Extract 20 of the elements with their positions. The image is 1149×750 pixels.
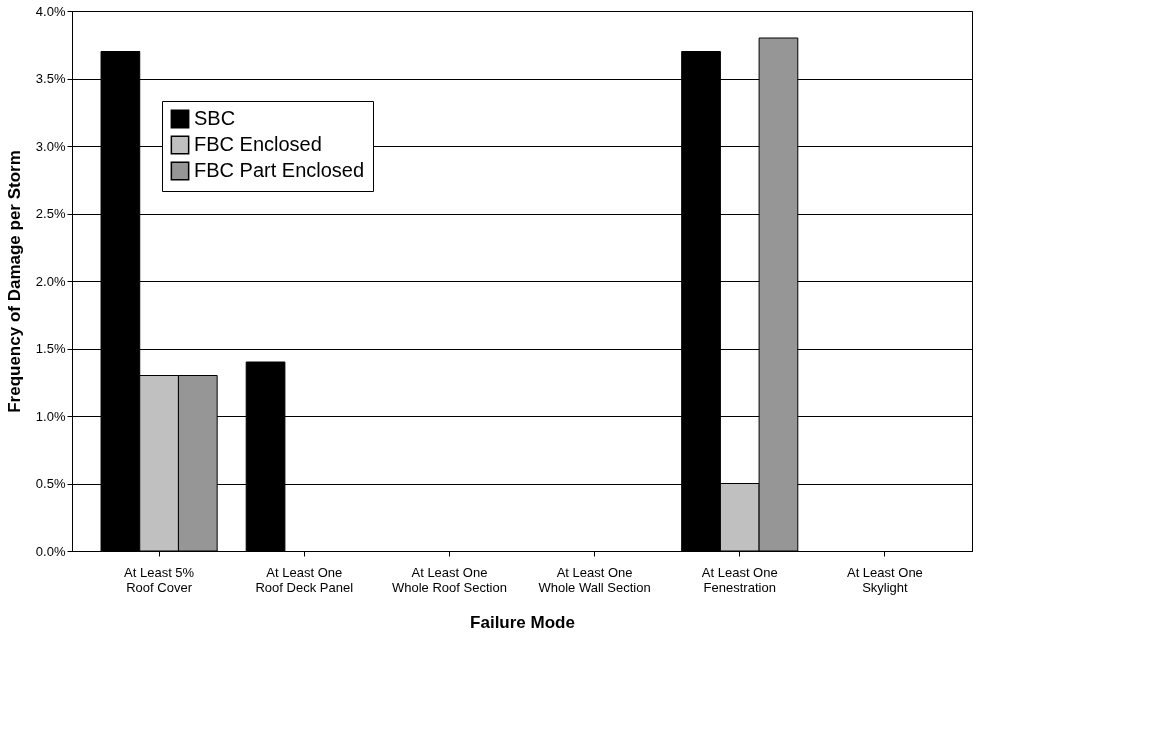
y-tick-label: 3.5% [35, 71, 66, 86]
legend-label: SBC [194, 107, 236, 129]
y-tick-label: 0.0% [35, 543, 66, 559]
y-tick-label: 2.5% [35, 206, 66, 221]
y-tick-label: 3.0% [35, 138, 66, 154]
y-tick-label: 1.5% [35, 341, 66, 356]
x-tick-label: At Least 5% Roof Cover [124, 564, 195, 595]
y-tick-label: 0.5% [35, 476, 66, 491]
x-axis-title: Failure Mode [470, 612, 575, 632]
y-tick-label: 4.0% [35, 3, 66, 19]
x-tick-label: At Least One Whole Wall Section [538, 564, 651, 595]
x-tick-label: At Least One Fenestration [701, 564, 778, 595]
x-tick-label: At Least One Roof Deck Panel [255, 564, 354, 595]
y-tick-label: 2.0% [35, 273, 66, 289]
legend-label: FBC Part Enclosed [194, 159, 365, 181]
legend-label: FBC Enclosed [194, 133, 322, 155]
x-tick-label: At Least One Skylight [846, 564, 923, 595]
x-tick-label: At Least One Whole Roof Section [391, 564, 507, 595]
y-axis-title: Frequency of Damage per Storm [4, 150, 24, 413]
y-tick-label: 1.0% [35, 408, 66, 424]
